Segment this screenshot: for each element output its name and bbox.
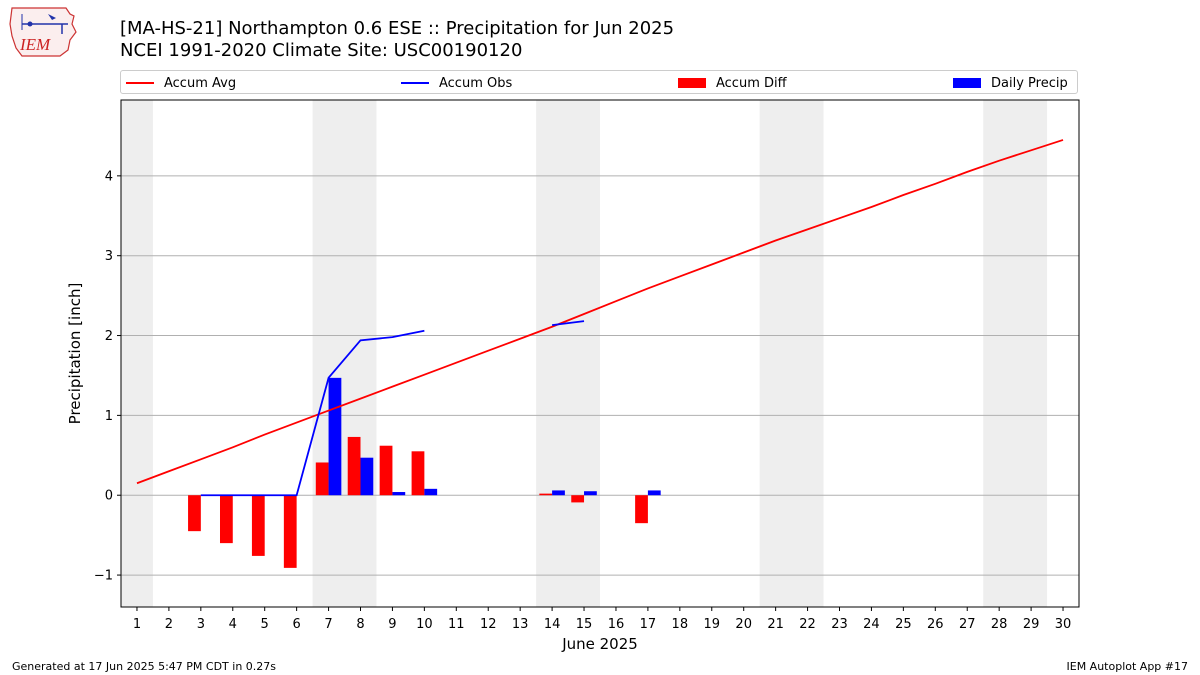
legend-swatch-accum-avg <box>126 82 154 84</box>
y-tick-label: 1 <box>105 409 113 424</box>
x-tick-label: 19 <box>703 617 720 632</box>
weekend-shade-3 <box>759 100 824 607</box>
logo-text: IEM <box>19 35 51 54</box>
x-tick-label: 1 <box>133 617 141 632</box>
accum-diff-bar <box>347 436 361 496</box>
accum-diff-bar <box>219 495 233 544</box>
x-tick-label: 28 <box>991 617 1008 632</box>
title-line-2: NCEI 1991-2020 Climate Site: USC00190120 <box>120 40 523 61</box>
accum-diff-bar <box>251 495 265 556</box>
legend-swatch-accum-obs <box>401 82 429 84</box>
gridlines <box>121 175 1079 576</box>
precip-chart: 1 2 3 4 5 6 7 8 9 10 11 12 13 14 15 16 17 18 19 20 21 22 23 24 2… <box>66 99 1080 653</box>
legend-item-accum-diff: Accum Diff <box>678 74 787 92</box>
footer-app-id: IEM Autoplot App #17 <box>1066 660 1189 673</box>
x-tick-label: 29 <box>1023 617 1040 632</box>
x-tick-label: 18 <box>672 617 689 632</box>
accum-obs-line-0 <box>200 329 425 497</box>
x-tick-label: 12 <box>480 617 497 632</box>
x-tick-label: 16 <box>608 617 625 632</box>
x-tick-label: 10 <box>416 617 433 632</box>
legend-swatch-daily-precip <box>953 78 981 88</box>
x-axis: 1 2 3 4 5 6 7 8 9 10 11 12 13 14 15 16 17 18 19 20 21 22 23 24 2… <box>133 607 1071 632</box>
x-tick-label: 17 <box>640 617 657 632</box>
x-tick-label: 15 <box>576 617 593 632</box>
accum-diff-bar <box>315 462 329 496</box>
title-line-1: [MA-HS-21] Northampton 0.6 ESE :: Precip… <box>120 18 675 39</box>
legend-label-accum-obs: Accum Obs <box>439 75 513 91</box>
lines <box>136 139 1064 497</box>
daily-precip-bar <box>392 492 406 496</box>
legend-label-daily-precip: Daily Precip <box>991 75 1068 91</box>
iem-logo: IEM <box>8 6 80 58</box>
weekend-shading <box>121 100 1048 607</box>
weekend-shade-0 <box>121 100 153 607</box>
accum-diff-bar <box>379 445 393 496</box>
weekend-shade-4 <box>983 100 1048 607</box>
x-tick-label: 11 <box>448 617 465 632</box>
x-tick-label: 6 <box>292 617 300 632</box>
y-axis-label: Precipitation [inch] <box>66 283 84 425</box>
legend-item-accum-avg: Accum Avg <box>126 74 236 92</box>
x-tick-label: 23 <box>831 617 848 632</box>
x-tick-label: 24 <box>863 617 880 632</box>
accum-diff-bar <box>188 495 201 532</box>
y-tick-label: 3 <box>105 249 113 264</box>
x-tick-label: 3 <box>197 617 205 632</box>
daily-precip-bar <box>552 490 565 496</box>
plot-frame <box>120 99 1080 608</box>
y-tick-label: 4 <box>105 169 113 184</box>
legend-item-accum-obs: Accum Obs <box>401 74 512 92</box>
legend-label-accum-diff: Accum Diff <box>716 75 787 91</box>
x-tick-label: 30 <box>1055 617 1072 632</box>
x-tick-label: 13 <box>512 617 529 632</box>
accum-diff-bar <box>539 493 553 496</box>
x-tick-label: 22 <box>799 617 816 632</box>
accum-diff-bar <box>571 495 585 503</box>
legend-label-accum-avg: Accum Avg <box>164 75 237 91</box>
x-tick-label: 7 <box>324 617 332 632</box>
x-tick-label: 4 <box>229 617 237 632</box>
y-tick-label: 0 <box>105 489 113 504</box>
chart-title: [MA-HS-21] Northampton 0.6 ESE :: Precip… <box>120 18 674 62</box>
accum-obs-line-1 <box>551 320 585 327</box>
y-axis: −1 0 1 2 3 4 <box>94 169 121 584</box>
daily-precip-bar <box>328 377 342 496</box>
footer-generated: Generated at 17 Jun 2025 5:47 PM CDT in … <box>12 660 277 673</box>
y-tick-label: −1 <box>94 569 113 584</box>
x-tick-label: 5 <box>261 617 269 632</box>
legend-item-daily-precip: Daily Precip <box>953 74 1068 92</box>
x-tick-label: 21 <box>767 617 784 632</box>
x-tick-label: 20 <box>735 617 752 632</box>
x-tick-label: 9 <box>388 617 396 632</box>
daily-precip-bar <box>584 491 597 496</box>
accum-avg-line <box>136 139 1064 485</box>
x-tick-label: 25 <box>895 617 912 632</box>
x-tick-label: 26 <box>927 617 944 632</box>
x-tick-label: 2 <box>165 617 173 632</box>
x-tick-label: 14 <box>544 617 561 632</box>
weekend-shade-2 <box>536 100 600 607</box>
accum-diff-bar <box>283 495 297 568</box>
y-tick-label: 2 <box>105 329 113 344</box>
legend: Accum Avg Accum Obs Accum Diff Daily Pre… <box>120 70 1078 94</box>
legend-swatch-accum-diff <box>678 78 706 88</box>
accum-diff-bar <box>411 451 425 496</box>
iem-logo-graphic: IEM <box>9 7 77 57</box>
x-axis-label: June 2025 <box>561 635 638 653</box>
daily-precip-bar <box>360 457 374 496</box>
x-tick-label: 27 <box>959 617 976 632</box>
weekend-shade-1 <box>312 100 377 607</box>
daily-precip-bar <box>424 488 438 496</box>
accum-diff-bar <box>635 495 648 524</box>
daily-precip-bar <box>647 490 661 496</box>
bars <box>188 377 661 568</box>
x-tick-label: 8 <box>356 617 364 632</box>
